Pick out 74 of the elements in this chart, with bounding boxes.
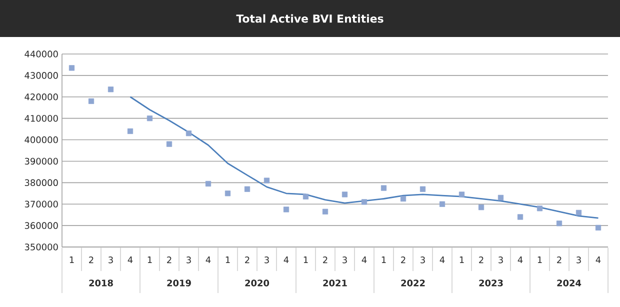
point	[108, 86, 114, 92]
x-tick-label: 2	[89, 256, 94, 264]
x-tick-label: 4	[518, 256, 523, 264]
x-tick-label: 2	[479, 256, 484, 264]
x-tick-label: 3	[498, 256, 503, 264]
x-tick-label: 1	[226, 256, 230, 264]
point	[380, 185, 387, 191]
point	[478, 204, 484, 210]
point	[420, 186, 426, 192]
point	[458, 192, 465, 198]
x-tick-label: 2	[557, 256, 562, 264]
x-tick-label: 1	[70, 256, 74, 264]
point	[361, 199, 368, 205]
point	[400, 196, 406, 202]
point	[283, 206, 290, 212]
point	[127, 128, 134, 134]
point	[322, 208, 328, 214]
x-tick-label: 2	[323, 256, 328, 264]
x-tick-label: 4	[440, 256, 445, 264]
point	[68, 65, 75, 71]
y-tick-label: 380000	[24, 179, 58, 186]
point	[576, 210, 582, 216]
text: 2024	[557, 280, 582, 286]
y-tick-label: 440000	[24, 50, 58, 58]
x-tick-label: 4	[362, 256, 367, 264]
x-tick-label: 3	[186, 256, 191, 264]
y-tick-label: 370000	[24, 200, 58, 208]
point	[498, 194, 504, 200]
point	[88, 98, 94, 104]
point	[302, 194, 309, 200]
x-tick-label: 2	[245, 256, 250, 264]
text: 2023	[479, 280, 503, 286]
y-tick-label: 360000	[24, 222, 58, 229]
y-tick-label: 350000	[24, 244, 58, 250]
x-tick-label: 3	[264, 256, 269, 264]
point	[595, 224, 602, 230]
chart-title: Total Active BVI Entities	[236, 14, 384, 23]
y-tick-label: 410000	[24, 114, 58, 122]
x-tick-label: 3	[342, 256, 347, 264]
x-tick-label: 1	[538, 256, 542, 264]
text: 2018	[89, 280, 113, 286]
x-tick-label: 1	[460, 256, 464, 264]
point	[536, 206, 543, 212]
point	[342, 192, 348, 198]
x-tick-label: 1	[148, 256, 152, 264]
x-tick-label: 3	[576, 256, 581, 264]
text: 2021	[323, 280, 347, 286]
point	[146, 116, 153, 122]
point	[224, 190, 231, 196]
x-tick-label: 3	[108, 256, 113, 264]
y-tick-label: 430000	[24, 72, 58, 79]
x-tick-label: 4	[128, 256, 133, 264]
point	[244, 186, 250, 192]
x-tick-label: 2	[167, 256, 172, 264]
point	[166, 141, 172, 147]
x-tick-label: 4	[596, 256, 601, 264]
point	[186, 130, 192, 136]
y-tick-label: 390000	[24, 158, 58, 165]
y-tick-label: 400000	[24, 136, 58, 144]
x-tick-label: 2	[401, 256, 406, 264]
x-tick-label: 1	[304, 256, 308, 264]
text: 2019	[167, 280, 191, 286]
point	[556, 220, 562, 226]
y-tick-label: 420000	[24, 94, 58, 100]
text: 2020	[245, 280, 270, 286]
text: 2022	[401, 280, 425, 286]
point	[264, 178, 270, 184]
point	[439, 201, 446, 207]
point	[205, 180, 212, 187]
x-tick-label: 3	[420, 256, 425, 264]
x-tick-label: 4	[206, 256, 211, 264]
x-tick-label: 4	[284, 256, 289, 264]
x-tick-label: 1	[382, 256, 386, 264]
point	[517, 214, 524, 220]
